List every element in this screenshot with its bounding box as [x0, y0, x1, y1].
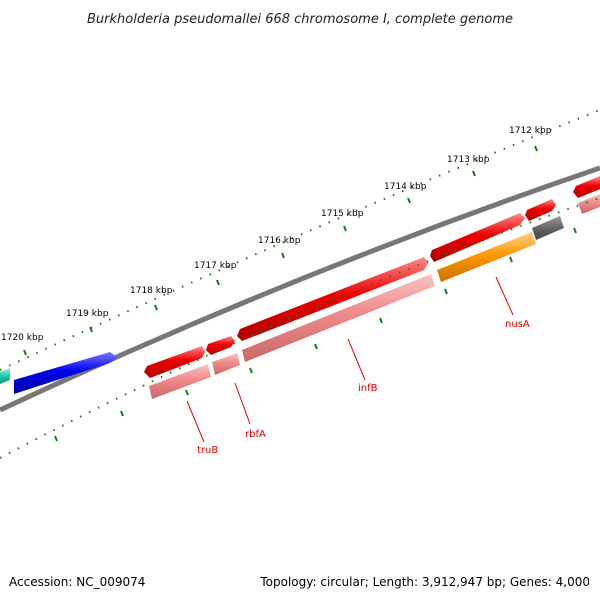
feature-red-gene-1 — [144, 346, 205, 378]
leader-line-rbfa — [234, 382, 251, 425]
feature-red-gene-2 — [206, 336, 235, 355]
lower-track-features — [149, 194, 600, 399]
feature-pink-infb — [242, 274, 435, 362]
chromosome-backbone — [0, 165, 600, 413]
ruler-label-1715: 1715 kbp — [321, 209, 364, 219]
ruler-label-1720: 1720 kbp — [1, 333, 44, 343]
leader-line-nusa — [495, 276, 514, 316]
gene-label-infb: infB — [358, 383, 378, 394]
feature-red-gene-5 — [525, 199, 556, 221]
ruler-label-1719: 1719 kbp — [66, 309, 109, 319]
forward-features — [0, 176, 600, 394]
ruler-label-1717: 1717 kbp — [194, 261, 237, 271]
gene-labels: truB rbfA infB nusA — [186, 276, 530, 456]
feature-pink-rbfa — [212, 353, 240, 375]
ruler-label-1714: 1714 kbp — [384, 182, 427, 192]
feature-blue-gene — [14, 352, 117, 394]
ruler-label-1713: 1713 kbp — [447, 155, 490, 165]
ruler-label-1716: 1716 kbp — [258, 236, 301, 246]
gene-label-rbfa: rbfA — [245, 429, 266, 440]
topology-text: Topology: circular; Length: 3,912,947 bp… — [259, 575, 590, 589]
ruler-label-1712: 1712 kbp — [509, 126, 552, 136]
gene-label-nusa: nusA — [505, 319, 530, 330]
feature-orange-nusa — [437, 232, 536, 282]
feature-red-gene-4 — [430, 213, 525, 262]
feature-pink-trub — [149, 364, 211, 399]
inner-ruler-major-ticks — [54, 227, 577, 442]
outer-ruler-major-ticks — [23, 145, 538, 356]
leader-line-infb — [347, 338, 366, 381]
feature-red-gene-3 — [237, 257, 428, 341]
accession-text: Accession: NC_009074 — [9, 575, 145, 589]
map-title: Burkholderia pseudomallei 668 chromosome… — [87, 12, 513, 27]
feature-grey-gene — [532, 216, 564, 240]
gene-label-trub: truB — [197, 445, 218, 456]
ruler-labels: 1712 kbp 1713 kbp 1714 kbp 1715 kbp 1716… — [1, 126, 552, 343]
leader-line-trub — [186, 400, 205, 443]
feature-red-gene-6 — [573, 176, 600, 198]
feature-pink-right — [578, 194, 600, 214]
ruler-label-1718: 1718 kbp — [130, 286, 173, 296]
feature-teal-gene — [0, 368, 10, 384]
